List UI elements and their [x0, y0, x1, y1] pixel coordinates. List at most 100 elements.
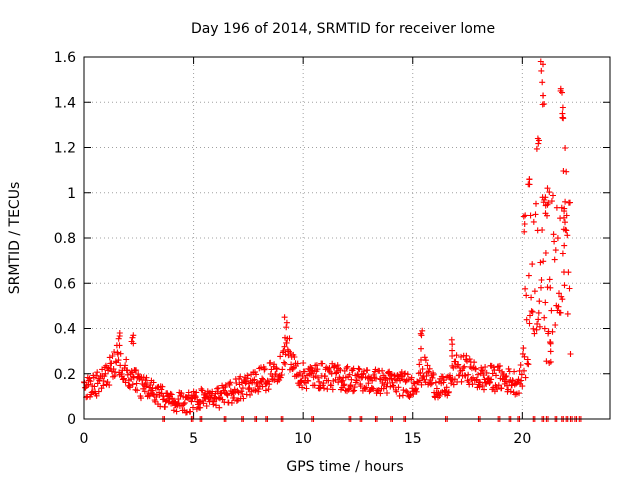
- data-point: [561, 242, 568, 249]
- data-point: [428, 380, 435, 387]
- data-point: [340, 382, 347, 389]
- data-point: [526, 320, 533, 327]
- data-point: [365, 380, 372, 387]
- data-point: [551, 238, 558, 245]
- data-point: [255, 386, 262, 393]
- data-point: [366, 388, 373, 395]
- data-point: [127, 384, 133, 391]
- data-point: [115, 357, 122, 364]
- data-point: [478, 367, 485, 374]
- data-point: [184, 409, 190, 416]
- data-point: [404, 389, 411, 396]
- data-point: [260, 376, 267, 383]
- data-point: [554, 235, 561, 242]
- data-point: [521, 353, 528, 360]
- x-tick-label: 10: [294, 431, 312, 447]
- data-point: [170, 407, 177, 414]
- data-point: [562, 219, 568, 226]
- data-point: [564, 310, 571, 317]
- data-point: [123, 356, 130, 363]
- data-point: [88, 389, 95, 396]
- data-point: [122, 362, 129, 369]
- data-point: [520, 345, 527, 352]
- data-point: [507, 388, 514, 395]
- data-point: [421, 354, 428, 361]
- data-point: [254, 379, 261, 386]
- data-point: [562, 145, 569, 151]
- data-point: [341, 381, 348, 388]
- data-point: [167, 390, 174, 397]
- data-point: [277, 353, 284, 360]
- data-point: [190, 404, 196, 411]
- data-point: [521, 221, 528, 227]
- data-point: [552, 322, 559, 328]
- data-point: [566, 285, 573, 292]
- data-point: [129, 381, 136, 388]
- data-point: [272, 371, 279, 377]
- data-point: [560, 168, 567, 174]
- data-point: [110, 366, 117, 372]
- data-point: [108, 360, 115, 367]
- data-point: [328, 382, 335, 389]
- data-point: [436, 392, 443, 399]
- data-point: [475, 371, 481, 378]
- data-point: [192, 392, 199, 399]
- data-point: [481, 386, 487, 393]
- data-point: [516, 390, 522, 397]
- data-point: [559, 114, 566, 121]
- data-point: [175, 396, 182, 403]
- data-point: [187, 408, 194, 415]
- data-point: [559, 296, 566, 303]
- data-point: [515, 376, 522, 383]
- data-point: [540, 258, 547, 265]
- data-point: [281, 359, 287, 366]
- data-point: [350, 388, 356, 395]
- data-point: [133, 367, 140, 374]
- data-point: [410, 391, 417, 398]
- data-point: [281, 343, 288, 350]
- data-point: [547, 358, 554, 365]
- y-tick-label: 0.2: [54, 367, 76, 383]
- data-point: [524, 356, 531, 363]
- data-point: [238, 388, 245, 395]
- data-point: [561, 214, 567, 221]
- data-point: [360, 370, 367, 377]
- data-point: [559, 250, 566, 257]
- data-point: [363, 384, 370, 391]
- data-point: [150, 379, 157, 386]
- data-point: [337, 367, 344, 373]
- data-point: [351, 387, 358, 394]
- data-point: [526, 176, 533, 183]
- data-point: [531, 330, 538, 337]
- data-point: [548, 198, 555, 205]
- data-point: [381, 374, 388, 381]
- data-point: [482, 364, 489, 370]
- data-point: [567, 351, 574, 357]
- data-point: [422, 357, 429, 364]
- data-point: [530, 218, 537, 225]
- data-point: [517, 362, 524, 368]
- data-point: [210, 401, 217, 408]
- data-point: [233, 380, 240, 386]
- data-point: [144, 380, 150, 386]
- data-point: [453, 352, 460, 359]
- data-point: [494, 386, 501, 393]
- data-point: [533, 145, 540, 152]
- data-point: [537, 259, 544, 266]
- data-point: [419, 366, 426, 372]
- data-point: [539, 227, 546, 233]
- data-point: [448, 380, 455, 387]
- data-point: [303, 385, 310, 392]
- data-point: [214, 385, 221, 392]
- data-point: [142, 383, 149, 390]
- data-point: [102, 370, 109, 377]
- data-point: [567, 199, 573, 206]
- data-point: [296, 369, 303, 376]
- data-point: [361, 368, 367, 375]
- data-point: [445, 388, 452, 395]
- x-tick-label: 5: [189, 431, 198, 447]
- data-point: [319, 360, 326, 367]
- data-point: [550, 231, 557, 238]
- data-point: [563, 168, 570, 175]
- data-point: [266, 381, 273, 388]
